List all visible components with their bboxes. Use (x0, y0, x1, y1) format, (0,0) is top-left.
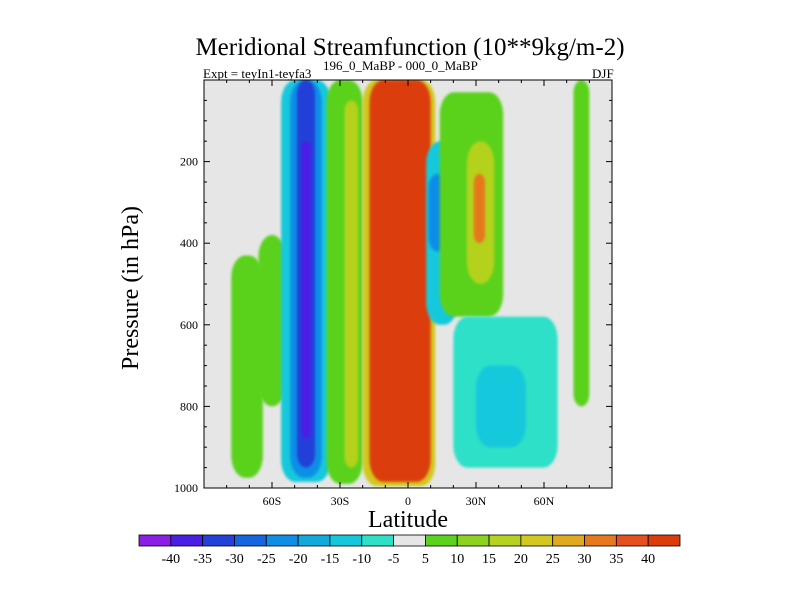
colorbar-label: -5 (388, 552, 400, 567)
colorbar-swatch (425, 534, 458, 547)
region-hadley-core (369, 80, 431, 482)
y-tick-label: 200 (180, 155, 198, 169)
x-tick-label: 60S (263, 494, 282, 508)
colorbar-label: 40 (641, 552, 655, 567)
colorbar-label: 15 (482, 552, 496, 567)
colorbar-swatch (393, 534, 426, 547)
x-tick-label: 0 (405, 494, 411, 508)
region-green-high-lat-south (231, 255, 263, 478)
y-tick-label: 1000 (174, 481, 198, 495)
region-blue-midlat-north (476, 365, 526, 448)
y-tick-label: 400 (180, 236, 198, 250)
colorbar-swatch (647, 534, 681, 547)
region-orange-ferrel-north (473, 173, 486, 244)
colorbar-label: -30 (225, 552, 244, 567)
colorbar-label: 5 (422, 552, 429, 567)
region-yellow-subtrop-south (344, 100, 359, 468)
region-blue-cell-core (301, 141, 311, 440)
colorbar-swatch (456, 534, 490, 547)
colorbar-label: 10 (450, 552, 464, 567)
colorbar-swatch (361, 534, 394, 547)
colorbar-label: -25 (257, 552, 276, 567)
period-label: 196_0_MaBP - 000_0_MaBP (323, 58, 478, 73)
colorbar-label: -15 (321, 552, 340, 567)
colorbar-swatch (615, 534, 649, 547)
colorbar-label: -10 (352, 552, 371, 567)
colorbar-swatch (520, 534, 554, 547)
colorbar-label: -40 (161, 552, 180, 567)
colorbar-swatch (234, 534, 267, 547)
contour-regions (231, 80, 590, 486)
colorbar-swatch (329, 534, 363, 547)
colorbar-label: -35 (193, 552, 212, 567)
colorbar-label: 20 (514, 552, 528, 567)
colorbar-swatch (170, 534, 204, 547)
colorbar-swatch (584, 534, 617, 547)
x-axis: 60S 30S 0 30N 60N (226, 80, 590, 508)
region-green-polar-north (573, 80, 590, 407)
colorbar-swatch (488, 534, 522, 547)
x-axis-label: Latitude (368, 507, 448, 533)
y-tick-label: 800 (180, 399, 198, 413)
colorbar-swatch (138, 534, 172, 547)
colorbar-label: -20 (289, 552, 308, 567)
colorbar-label: 25 (546, 552, 560, 567)
colorbar-label: 35 (609, 552, 623, 567)
season-label: DJF (592, 66, 614, 81)
y-axis-label: Pressure (in hPa) (118, 206, 144, 370)
colorbar: -40 -35 -30 -25 -20 -15 -10 -5 5 10 15 20 25 30 35 40 (138, 534, 681, 567)
chart-title: Meridional Streamfunction (10**9kg/m-2) (195, 34, 624, 61)
colorbar-swatch (265, 534, 299, 547)
y-axis: 200 400 600 800 1000 (174, 99, 612, 495)
region-green-low-south (258, 235, 286, 407)
x-tick-label: 30S (331, 494, 350, 508)
colorbar-label: 30 (578, 552, 592, 567)
y-tick-label: 600 (180, 318, 198, 332)
x-tick-label: 60N (534, 494, 555, 508)
experiment-label: Expt = teyIn1-teyfa3 (203, 66, 311, 81)
x-tick-label: 30N (466, 494, 487, 508)
colorbar-swatch (202, 534, 235, 547)
colorbar-swatch (297, 534, 331, 547)
colorbar-swatch (552, 534, 585, 547)
